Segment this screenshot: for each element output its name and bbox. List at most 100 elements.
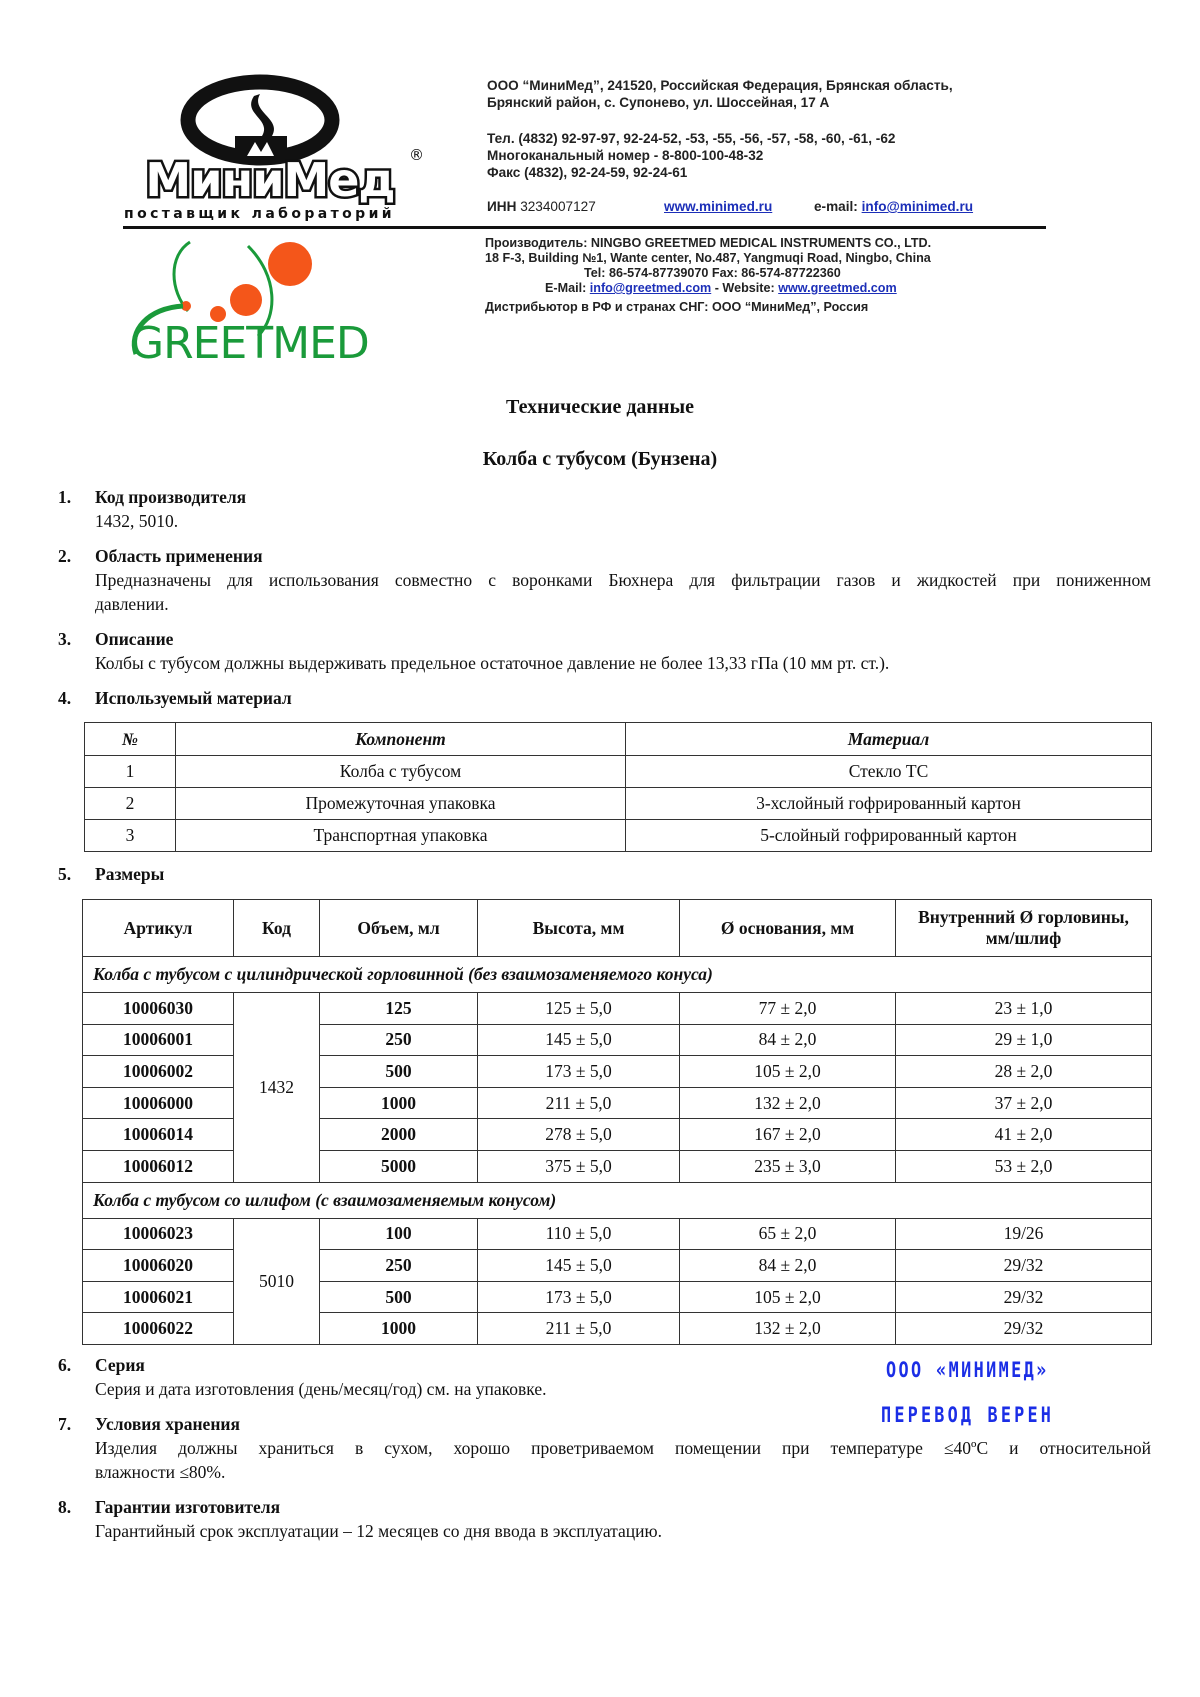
- manufacturer-line: Производитель: NINGBO GREETMED MEDICAL I…: [485, 236, 932, 250]
- volume-cell: 125: [319, 992, 478, 1025]
- height-cell: 145 ± 5,0: [477, 1023, 680, 1057]
- volume-cell: 5000: [319, 1149, 478, 1183]
- base-diameter-cell: 105 ± 2,0: [679, 1055, 896, 1088]
- distributor-line: Дистрибьютор в РФ и странах СНГ: ООО “Ми…: [485, 300, 869, 314]
- article-cell: 10006023: [82, 1217, 234, 1251]
- email-link[interactable]: info@minimed.ru: [861, 199, 974, 214]
- minimed-logo: МиниМед ® поставщик лабораторий: [124, 74, 424, 222]
- header-divider: [123, 226, 1046, 229]
- neck-diameter-cell: 29/32: [895, 1280, 1152, 1314]
- section-heading: Гарантии изготовителя: [95, 1497, 281, 1517]
- section-heading: Описание: [95, 629, 174, 649]
- height-cell: 375 ± 5,0: [477, 1149, 680, 1183]
- volume-cell: 250: [319, 1023, 478, 1057]
- table-row: 10006002 500 173 ± 5,0 105 ± 2,0 28 ± 2,0: [82, 1055, 1152, 1088]
- section-heading: Область применения: [95, 546, 263, 566]
- section-number: 3.: [58, 629, 72, 649]
- section-number: 6.: [58, 1355, 72, 1375]
- neck-diameter-cell: 23 ± 1,0: [895, 992, 1152, 1025]
- article-cell: 10006014: [82, 1118, 234, 1151]
- mfr-website-link[interactable]: www.greetmed.com: [778, 281, 897, 295]
- section-body: Серия и дата изготовления (день/месяц/го…: [95, 1379, 547, 1399]
- svg-text:GREETMED: GREETMED: [130, 318, 369, 364]
- cell: 3-хслойный гофрированный картон: [625, 787, 1152, 820]
- neck-diameter-cell: 37 ± 2,0: [895, 1086, 1152, 1120]
- phone-line: Тел. (4832) 92-97-97, 92-24-52, -53, -55…: [487, 131, 896, 146]
- base-diameter-cell: 132 ± 2,0: [679, 1312, 896, 1345]
- manufacturer-line: 18 F-3, Building №1, Wante center, No.48…: [485, 251, 931, 265]
- height-cell: 278 ± 5,0: [477, 1118, 680, 1151]
- height-cell: 125 ± 5,0: [477, 992, 680, 1025]
- section-number: 7.: [58, 1414, 72, 1434]
- volume-cell: 100: [319, 1217, 478, 1251]
- company-phones: Тел. (4832) 92-97-97, 92-24-52, -53, -55…: [487, 130, 895, 181]
- mfr-email-label: E-Mail:: [545, 281, 587, 295]
- website-link[interactable]: www.minimed.ru: [664, 199, 773, 214]
- inn-label: ИНН: [487, 199, 517, 214]
- article-cell: 10006012: [82, 1149, 234, 1183]
- section-number: 8.: [58, 1497, 72, 1517]
- table-row: 3 Транспортная упаковка 5-слойный гофриров…: [84, 819, 1152, 852]
- cell: 2: [84, 787, 176, 820]
- fax-line: Факс (4832), 92-24-59, 92-24-61: [487, 165, 688, 180]
- base-diameter-cell: 167 ± 2,0: [679, 1118, 896, 1151]
- height-cell: 211 ± 5,0: [477, 1312, 680, 1345]
- neck-diameter-cell: 41 ± 2,0: [895, 1118, 1152, 1151]
- article-cell: 10006000: [82, 1086, 234, 1120]
- section-body: давлении.: [95, 594, 169, 614]
- table-row: 1 Колба с тубусом Стекло ТС: [84, 755, 1152, 788]
- volume-cell: 2000: [319, 1118, 478, 1151]
- greetmed-logo: GREETMED: [130, 240, 370, 364]
- cell: 5-слойный гофрированный картон: [625, 819, 1152, 852]
- address-line: Брянский район, с. Супонево, ул. Шоссейн…: [487, 95, 830, 110]
- height-cell: 173 ± 5,0: [477, 1280, 680, 1314]
- section-heading: Код производителя: [95, 487, 247, 507]
- mfr-email-link[interactable]: info@greetmed.com: [589, 281, 712, 295]
- svg-text:поставщик лабораторий: поставщик лабораторий: [124, 206, 395, 222]
- height-cell: 110 ± 5,0: [477, 1217, 680, 1251]
- address-line: ООО “МиниМед”, 241520, Российская Федера…: [487, 78, 953, 93]
- article-cell: 10006020: [82, 1249, 234, 1282]
- table-row: 10006012 5000 375 ± 5,0 235 ± 3,0 53 ± 2,0: [82, 1149, 1152, 1183]
- email-row: e-mail: info@minimed.ru: [814, 198, 973, 215]
- inn-row: ИНН 3234007127: [487, 198, 596, 215]
- cell: 3: [84, 819, 176, 852]
- neck-diameter-cell: 53 ± 2,0: [895, 1149, 1152, 1183]
- section-body: Гарантийный срок эксплуатации – 12 месяц…: [95, 1521, 662, 1541]
- neck-diameter-cell: 29/32: [895, 1312, 1152, 1345]
- section-body: влажности ≤80%.: [95, 1462, 226, 1482]
- neck-diameter-cell: 29/32: [895, 1249, 1152, 1282]
- base-diameter-cell: 65 ± 2,0: [679, 1217, 896, 1251]
- cell: 1: [84, 755, 176, 788]
- stamp-line-certified: ПЕРЕВОД ВЕРЕН: [881, 1403, 1055, 1427]
- section-body: Колбы с тубусом должны выдерживать преде…: [95, 653, 890, 673]
- cell: Транспортная упаковка: [175, 819, 626, 852]
- volume-cell: 500: [319, 1280, 478, 1314]
- code-cell: 5010: [233, 1217, 320, 1345]
- article-cell: 10006021: [82, 1280, 234, 1314]
- column-header: Материал: [625, 722, 1152, 756]
- mfr-website-label: - Website:: [711, 281, 775, 295]
- height-cell: 173 ± 5,0: [477, 1055, 680, 1088]
- table-row: 10006001 250 145 ± 5,0 84 ± 2,0 29 ± 1,0: [82, 1023, 1152, 1057]
- group-title: Колба с тубусом со шлифом (с взаимозамен…: [82, 1181, 1152, 1219]
- group-header-row: Колба с тубусом со шлифом (с взаимозамен…: [82, 1181, 1152, 1219]
- document-subtitle: Колба с тубусом (Бунзена): [482, 448, 718, 470]
- company-address: ООО “МиниМед”, 241520, Российская Федера…: [487, 77, 953, 111]
- column-header: Компонент: [175, 722, 626, 756]
- table-row: 10006022 1000 211 ± 5,0 132 ± 2,0 29/32: [82, 1312, 1152, 1345]
- neck-diameter-cell: 19/26: [895, 1217, 1152, 1251]
- volume-cell: 1000: [319, 1086, 478, 1120]
- article-cell: 10006030: [82, 992, 234, 1025]
- table-row: 10006021 500 173 ± 5,0 105 ± 2,0 29/32: [82, 1280, 1152, 1314]
- dimensions-table: Артикул Код Объем, мл Высота, мм Ø основ…: [82, 899, 1152, 1345]
- column-header: Артикул: [82, 899, 234, 957]
- stamp-line-company: ООО «МИНИМЕД»: [886, 1358, 1049, 1382]
- base-diameter-cell: 132 ± 2,0: [679, 1086, 896, 1120]
- neck-diameter-cell: 28 ± 2,0: [895, 1055, 1152, 1088]
- base-diameter-cell: 235 ± 3,0: [679, 1149, 896, 1183]
- cell: Колба с тубусом: [175, 755, 626, 788]
- volume-cell: 500: [319, 1055, 478, 1088]
- article-cell: 10006022: [82, 1312, 234, 1345]
- materials-table: № Компонент Материал 1 Колба с тубусом Сте…: [84, 722, 1152, 852]
